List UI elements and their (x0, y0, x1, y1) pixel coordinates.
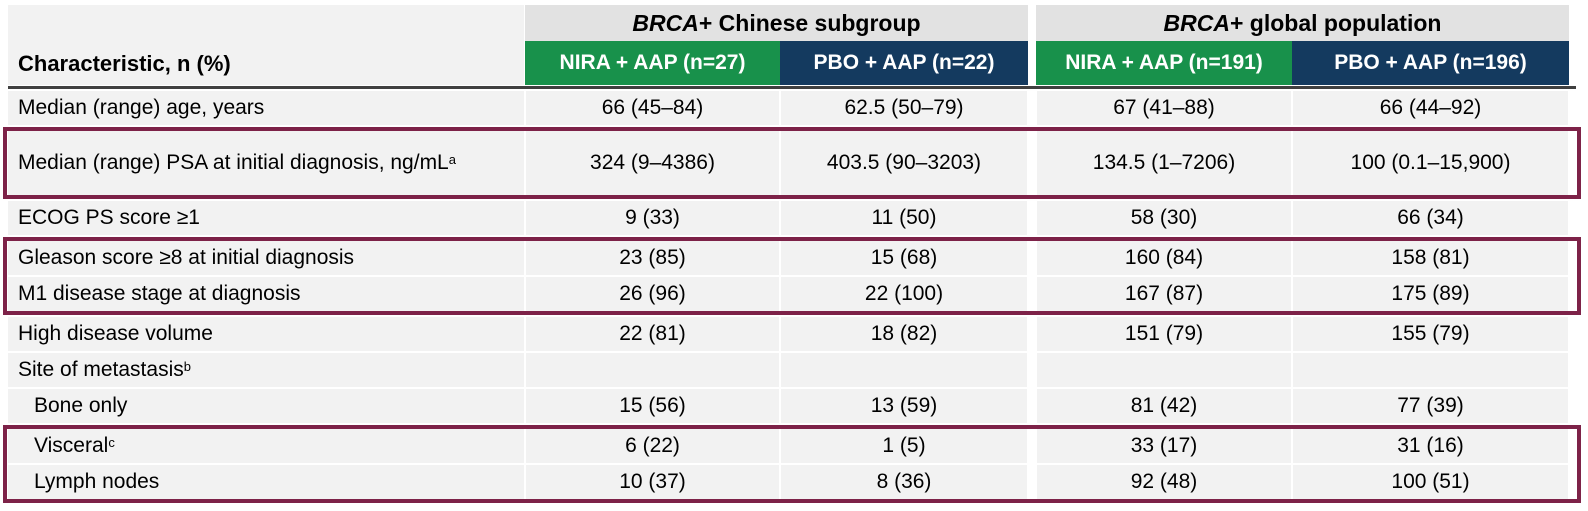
table-row-gleason: Gleason score ≥8 at initial diagnosis 23… (8, 241, 1576, 275)
value-cell: 100 (51) (1293, 465, 1568, 499)
table-row-bone-only: Bone only 15 (56) 13 (59) 81 (42) 77 (39… (8, 389, 1576, 423)
value-cell: 33 (17) (1037, 429, 1291, 463)
value-cell: 77 (39) (1293, 389, 1568, 423)
row-label: Median (range) PSA at initial diagnosis,… (8, 131, 524, 195)
row-label: Gleason score ≥8 at initial diagnosis (8, 241, 524, 275)
value-cell: 26 (96) (526, 277, 779, 311)
table-row-m1-disease: M1 disease stage at diagnosis 26 (96) 22… (8, 277, 1576, 311)
group-gap (1029, 91, 1035, 125)
characteristic-column-header: Characteristic, n (%) (8, 5, 524, 85)
value-cell: 158 (81) (1293, 241, 1568, 275)
value-cell: 22 (81) (526, 317, 779, 351)
table-row-median-psa: Median (range) PSA at initial diagnosis,… (8, 131, 1576, 195)
gene-name: BRCA (632, 9, 699, 36)
column-header-nira-aap-27: NIRA + AAP (n=27) (525, 41, 780, 85)
table-row-median-age: Median (range) age, years 66 (45–84) 62.… (8, 91, 1576, 125)
group-gap (1029, 277, 1035, 311)
value-cell: 66 (44–92) (1293, 91, 1568, 125)
row-label: Bone only (8, 389, 524, 423)
row-label: Site of metastasis b (8, 353, 524, 387)
row-label: ECOG PS score ≥1 (8, 201, 524, 235)
value-cell: 6 (22) (526, 429, 779, 463)
value-cell: 31 (16) (1293, 429, 1568, 463)
group-gap (1029, 317, 1035, 351)
group-gap (1029, 465, 1035, 499)
table-header: Characteristic, n (%) BRCA+ Chinese subg… (8, 5, 1576, 85)
baseline-characteristics-table: Characteristic, n (%) BRCA+ Chinese subg… (3, 5, 1581, 503)
row-label: High disease volume (8, 317, 524, 351)
row-label: Visceral c (8, 429, 524, 463)
value-cell (1293, 353, 1568, 387)
highlight-box-gleason-m1: Gleason score ≥8 at initial diagnosis 23… (3, 237, 1581, 315)
group-gap (1029, 131, 1035, 195)
table-row-visceral: Visceral c 6 (22) 1 (5) 33 (17) 31 (16) (8, 429, 1576, 463)
row-label: M1 disease stage at diagnosis (8, 277, 524, 311)
value-cell: 100 (0.1–15,900) (1293, 131, 1568, 195)
row-label: Median (range) age, years (8, 91, 524, 125)
column-header-pbo-aap-22: PBO + AAP (n=22) (780, 41, 1028, 85)
value-cell: 11 (50) (781, 201, 1027, 235)
value-cell: 23 (85) (526, 241, 779, 275)
value-cell: 9 (33) (526, 201, 779, 235)
value-cell (781, 353, 1027, 387)
group-header-text: + global population (1229, 9, 1442, 36)
gene-name: BRCA (1163, 9, 1230, 36)
value-cell: 175 (89) (1293, 277, 1568, 311)
value-cell: 13 (59) (781, 389, 1027, 423)
value-cell: 155 (79) (1293, 317, 1568, 351)
value-cell: 92 (48) (1037, 465, 1291, 499)
value-cell: 15 (56) (526, 389, 779, 423)
group-gap (1029, 353, 1035, 387)
column-header-pbo-aap-196: PBO + AAP (n=196) (1292, 41, 1569, 85)
value-cell: 160 (84) (1037, 241, 1291, 275)
value-cell: 66 (45–84) (526, 91, 779, 125)
value-cell: 15 (68) (781, 241, 1027, 275)
value-cell: 18 (82) (781, 317, 1027, 351)
value-cell: 403.5 (90–3203) (781, 131, 1027, 195)
value-cell: 22 (100) (781, 277, 1027, 311)
header-divider-rule (8, 86, 1576, 89)
value-cell: 62.5 (50–79) (781, 91, 1027, 125)
row-label: Lymph nodes (8, 465, 524, 499)
group-header-text: + Chinese subgroup (698, 9, 921, 36)
value-cell: 66 (34) (1293, 201, 1568, 235)
table-row-ecog: ECOG PS score ≥1 9 (33) 11 (50) 58 (30) … (8, 201, 1576, 235)
highlight-box-psa: Median (range) PSA at initial diagnosis,… (3, 127, 1581, 199)
group-header-chinese-subgroup: BRCA+ Chinese subgroup (525, 5, 1028, 41)
group-gap (1029, 201, 1035, 235)
table-row-high-disease-volume: High disease volume 22 (81) 18 (82) 151 … (8, 317, 1576, 351)
group-header-global-population: BRCA+ global population (1036, 5, 1569, 41)
value-cell (526, 353, 779, 387)
value-cell: 324 (9–4386) (526, 131, 779, 195)
highlight-box-visceral-lymph: Visceral c 6 (22) 1 (5) 33 (17) 31 (16) L… (3, 425, 1581, 503)
value-cell: 167 (87) (1037, 277, 1291, 311)
group-gap (1029, 429, 1035, 463)
column-header-nira-aap-191: NIRA + AAP (n=191) (1036, 41, 1292, 85)
table-row-site-of-metastasis: Site of metastasis b (8, 353, 1576, 387)
value-cell: 58 (30) (1037, 201, 1291, 235)
table-row-lymph-nodes: Lymph nodes 10 (37) 8 (36) 92 (48) 100 (… (8, 465, 1576, 499)
value-cell: 67 (41–88) (1037, 91, 1291, 125)
value-cell: 10 (37) (526, 465, 779, 499)
value-cell: 81 (42) (1037, 389, 1291, 423)
value-cell: 134.5 (1–7206) (1037, 131, 1291, 195)
value-cell: 151 (79) (1037, 317, 1291, 351)
value-cell: 8 (36) (781, 465, 1027, 499)
group-gap (1029, 389, 1035, 423)
value-cell (1037, 353, 1291, 387)
group-gap (1029, 241, 1035, 275)
value-cell: 1 (5) (781, 429, 1027, 463)
